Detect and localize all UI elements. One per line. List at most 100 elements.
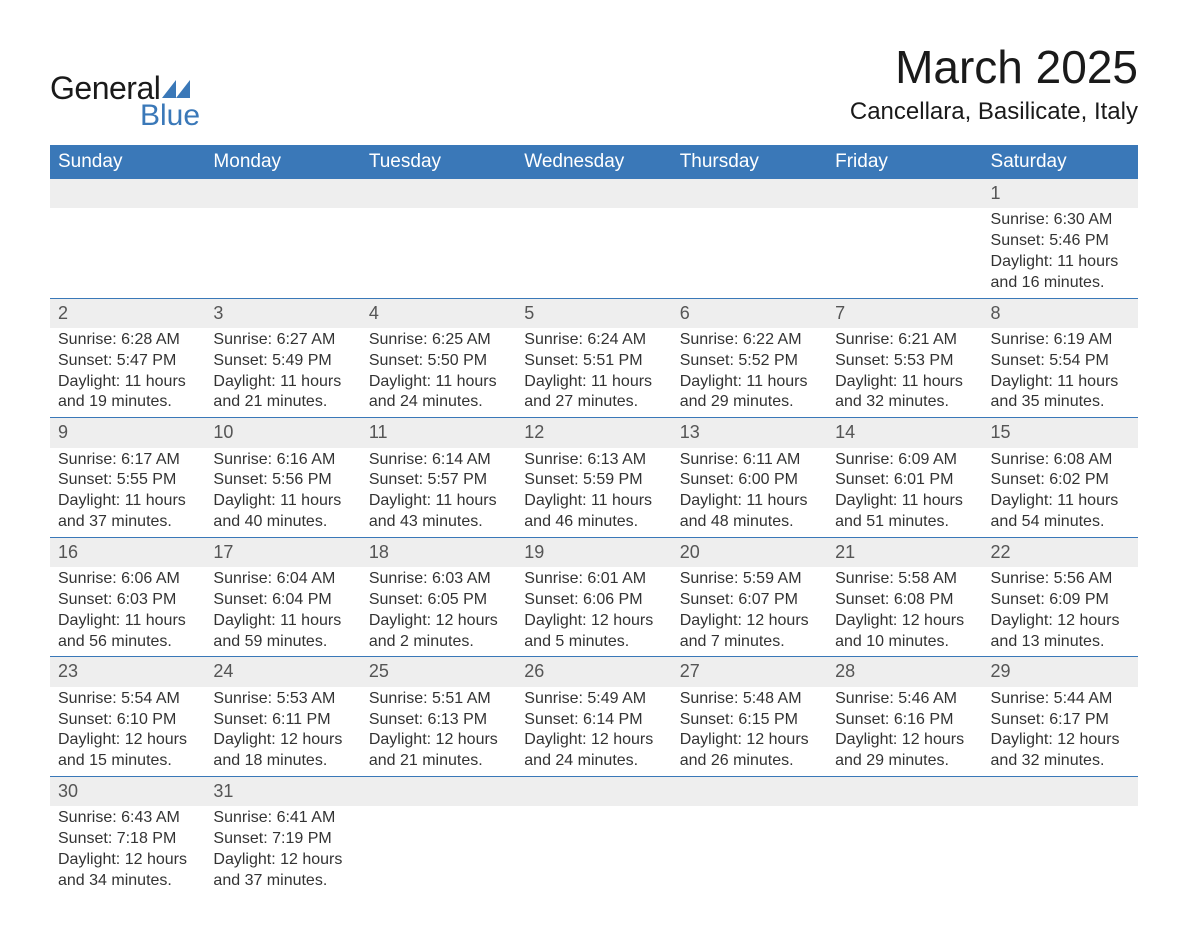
daylight-text: and 19 minutes. (58, 392, 197, 413)
day-number-cell (50, 179, 205, 208)
day-number-cell (361, 776, 516, 806)
daylight-text: and 21 minutes. (213, 392, 352, 413)
daylight-text: Daylight: 11 hours (835, 372, 974, 393)
day-number-cell: 5 (516, 298, 671, 328)
day-detail-cell: Sunrise: 5:53 AMSunset: 6:11 PMDaylight:… (205, 687, 360, 777)
day-detail-cell: Sunrise: 5:56 AMSunset: 6:09 PMDaylight:… (983, 567, 1138, 657)
daylight-text: Daylight: 12 hours (680, 730, 819, 751)
weekday-header: Tuesday (361, 145, 516, 179)
sunset-text: Sunset: 6:00 PM (680, 470, 819, 491)
sunset-text: Sunset: 6:08 PM (835, 590, 974, 611)
sunset-text: Sunset: 5:56 PM (213, 470, 352, 491)
day-detail-cell (516, 208, 671, 298)
sunset-text: Sunset: 6:06 PM (524, 590, 663, 611)
daylight-text: and 46 minutes. (524, 512, 663, 533)
daylight-text: Daylight: 12 hours (835, 730, 974, 751)
day-number-cell: 27 (672, 657, 827, 687)
day-number-cell: 10 (205, 418, 360, 448)
detail-row: Sunrise: 6:06 AMSunset: 6:03 PMDaylight:… (50, 567, 1138, 657)
sunrise-text: Sunrise: 6:14 AM (369, 450, 508, 471)
day-number-cell: 12 (516, 418, 671, 448)
sunset-text: Sunset: 5:46 PM (991, 231, 1130, 252)
daylight-text: and 24 minutes. (369, 392, 508, 413)
weekday-header: Monday (205, 145, 360, 179)
day-detail-cell: Sunrise: 6:14 AMSunset: 5:57 PMDaylight:… (361, 448, 516, 538)
daylight-text: and 40 minutes. (213, 512, 352, 533)
sunset-text: Sunset: 5:57 PM (369, 470, 508, 491)
sunset-text: Sunset: 6:01 PM (835, 470, 974, 491)
daylight-text: and 10 minutes. (835, 632, 974, 653)
sunset-text: Sunset: 6:11 PM (213, 710, 352, 731)
day-detail-cell: Sunrise: 6:04 AMSunset: 6:04 PMDaylight:… (205, 567, 360, 657)
daylight-text: and 32 minutes. (991, 751, 1130, 772)
daylight-text: and 15 minutes. (58, 751, 197, 772)
day-number-cell (516, 179, 671, 208)
day-detail-cell: Sunrise: 6:24 AMSunset: 5:51 PMDaylight:… (516, 328, 671, 418)
daylight-text: Daylight: 12 hours (58, 730, 197, 751)
day-detail-cell: Sunrise: 6:30 AMSunset: 5:46 PMDaylight:… (983, 208, 1138, 298)
day-detail-cell: Sunrise: 6:19 AMSunset: 5:54 PMDaylight:… (983, 328, 1138, 418)
calendar-table: SundayMondayTuesdayWednesdayThursdayFrid… (50, 145, 1138, 895)
daylight-text: and 32 minutes. (835, 392, 974, 413)
daylight-text: and 18 minutes. (213, 751, 352, 772)
daylight-text: and 35 minutes. (991, 392, 1130, 413)
day-number-cell: 20 (672, 537, 827, 567)
sunset-text: Sunset: 6:04 PM (213, 590, 352, 611)
daylight-text: and 27 minutes. (524, 392, 663, 413)
day-detail-cell (827, 208, 982, 298)
day-detail-cell: Sunrise: 6:11 AMSunset: 6:00 PMDaylight:… (672, 448, 827, 538)
sunrise-text: Sunrise: 5:49 AM (524, 689, 663, 710)
daylight-text: and 51 minutes. (835, 512, 974, 533)
sunrise-text: Sunrise: 6:09 AM (835, 450, 974, 471)
day-number-cell (205, 179, 360, 208)
daylight-text: and 59 minutes. (213, 632, 352, 653)
sunrise-text: Sunrise: 6:06 AM (58, 569, 197, 590)
weekday-header: Thursday (672, 145, 827, 179)
day-number-cell (983, 776, 1138, 806)
daynum-row: 1 (50, 179, 1138, 208)
detail-row: Sunrise: 5:54 AMSunset: 6:10 PMDaylight:… (50, 687, 1138, 777)
day-number-cell: 14 (827, 418, 982, 448)
daylight-text: Daylight: 11 hours (213, 491, 352, 512)
day-detail-cell (672, 806, 827, 895)
detail-row: Sunrise: 6:28 AMSunset: 5:47 PMDaylight:… (50, 328, 1138, 418)
sunrise-text: Sunrise: 5:44 AM (991, 689, 1130, 710)
day-detail-cell (983, 806, 1138, 895)
daylight-text: and 34 minutes. (58, 871, 197, 892)
day-detail-cell: Sunrise: 6:03 AMSunset: 6:05 PMDaylight:… (361, 567, 516, 657)
daylight-text: Daylight: 12 hours (991, 730, 1130, 751)
day-detail-cell (50, 208, 205, 298)
day-number-cell: 7 (827, 298, 982, 328)
sunrise-text: Sunrise: 5:51 AM (369, 689, 508, 710)
day-detail-cell: Sunrise: 6:01 AMSunset: 6:06 PMDaylight:… (516, 567, 671, 657)
sunset-text: Sunset: 6:17 PM (991, 710, 1130, 731)
daylight-text: Daylight: 11 hours (213, 372, 352, 393)
weekday-header-row: SundayMondayTuesdayWednesdayThursdayFrid… (50, 145, 1138, 179)
daylight-text: and 26 minutes. (680, 751, 819, 772)
sunrise-text: Sunrise: 5:48 AM (680, 689, 819, 710)
day-number-cell: 25 (361, 657, 516, 687)
sunrise-text: Sunrise: 6:17 AM (58, 450, 197, 471)
day-number-cell: 4 (361, 298, 516, 328)
day-detail-cell: Sunrise: 5:58 AMSunset: 6:08 PMDaylight:… (827, 567, 982, 657)
day-detail-cell (205, 208, 360, 298)
daylight-text: Daylight: 11 hours (369, 372, 508, 393)
daylight-text: and 21 minutes. (369, 751, 508, 772)
daylight-text: and 43 minutes. (369, 512, 508, 533)
detail-row: Sunrise: 6:17 AMSunset: 5:55 PMDaylight:… (50, 448, 1138, 538)
day-number-cell (827, 776, 982, 806)
day-detail-cell (516, 806, 671, 895)
daylight-text: and 54 minutes. (991, 512, 1130, 533)
sunrise-text: Sunrise: 5:58 AM (835, 569, 974, 590)
sunrise-text: Sunrise: 6:01 AM (524, 569, 663, 590)
sunrise-text: Sunrise: 5:53 AM (213, 689, 352, 710)
sunrise-text: Sunrise: 6:19 AM (991, 330, 1130, 351)
day-number-cell: 23 (50, 657, 205, 687)
day-number-cell: 31 (205, 776, 360, 806)
daylight-text: Daylight: 12 hours (680, 611, 819, 632)
daylight-text: Daylight: 11 hours (991, 372, 1130, 393)
day-detail-cell: Sunrise: 5:51 AMSunset: 6:13 PMDaylight:… (361, 687, 516, 777)
sunrise-text: Sunrise: 6:43 AM (58, 808, 197, 829)
sunrise-text: Sunrise: 6:04 AM (213, 569, 352, 590)
detail-row: Sunrise: 6:43 AMSunset: 7:18 PMDaylight:… (50, 806, 1138, 895)
